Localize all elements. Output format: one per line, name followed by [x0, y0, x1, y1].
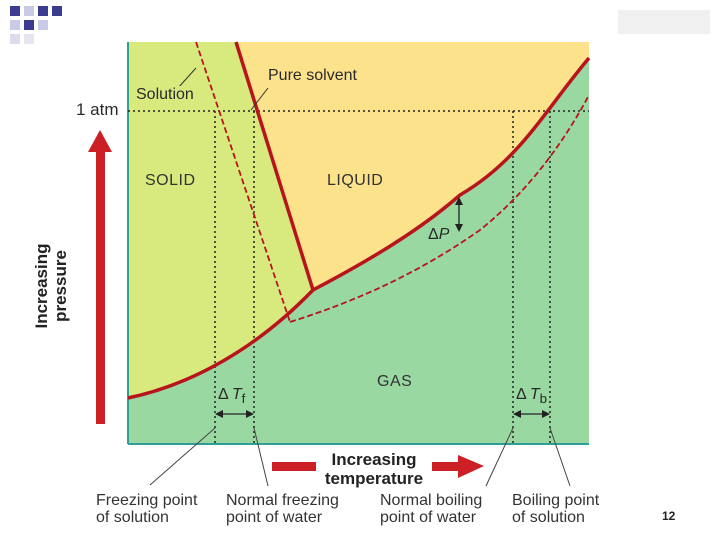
pressure-arrow-shaft [96, 150, 105, 424]
boiling-solution-line2: of solution [512, 509, 599, 526]
normal-freezing-point-label: Normal freezing point of water [226, 492, 339, 526]
delta-tf-label: Δ Tf [218, 386, 245, 406]
delta-tf-sub: f [242, 391, 246, 406]
y-axis-line1: Increasing [32, 231, 51, 341]
normal-boiling-point-label: Normal boiling point of water [380, 492, 482, 526]
delta-tb-symbol: Δ [516, 386, 527, 403]
freezing-solution-line1: Freezing point [96, 492, 197, 509]
x-axis-line1: Increasing [316, 450, 432, 469]
delta-tb-sub: b [540, 391, 547, 406]
page-number: 12 [662, 509, 675, 523]
solid-label: SOLID [145, 172, 196, 190]
delta-p-label: ΔP [428, 226, 449, 244]
y-axis-line2: pressure [51, 231, 70, 341]
normal-boiling-line1: Normal boiling [380, 492, 482, 509]
y-axis-label: Increasing pressure [32, 231, 70, 341]
one-atm-label: 1 atm [76, 100, 119, 120]
temperature-arrow-shaft-right [432, 462, 462, 471]
solution-label: Solution [134, 86, 196, 104]
liquid-label: LIQUID [327, 172, 383, 190]
gas-label: GAS [377, 373, 412, 391]
temperature-arrow-shaft [272, 462, 316, 471]
pure-solvent-label: Pure solvent [268, 67, 357, 85]
freezing-solution-line2: of solution [96, 509, 197, 526]
pressure-arrow-head [88, 130, 112, 152]
delta-tf-var: T [232, 386, 242, 403]
delta-tf-symbol: Δ [218, 386, 229, 403]
boiling-solution-line1: Boiling point [512, 492, 599, 509]
delta-tb-var: T [530, 386, 540, 403]
delta-tb-label: Δ Tb [516, 386, 547, 406]
x-axis-label: Increasing temperature [316, 450, 432, 488]
boiling-point-solution-label: Boiling point of solution [512, 492, 599, 526]
normal-freezing-line1: Normal freezing [226, 492, 339, 509]
freezing-point-solution-label: Freezing point of solution [96, 492, 197, 526]
x-axis-line2: temperature [316, 469, 432, 488]
normal-boiling-line2: point of water [380, 509, 482, 526]
delta-p-var: P [439, 226, 450, 243]
temperature-arrow-head [458, 455, 484, 478]
delta-p-symbol: Δ [428, 226, 439, 243]
normal-freezing-line2: point of water [226, 509, 339, 526]
